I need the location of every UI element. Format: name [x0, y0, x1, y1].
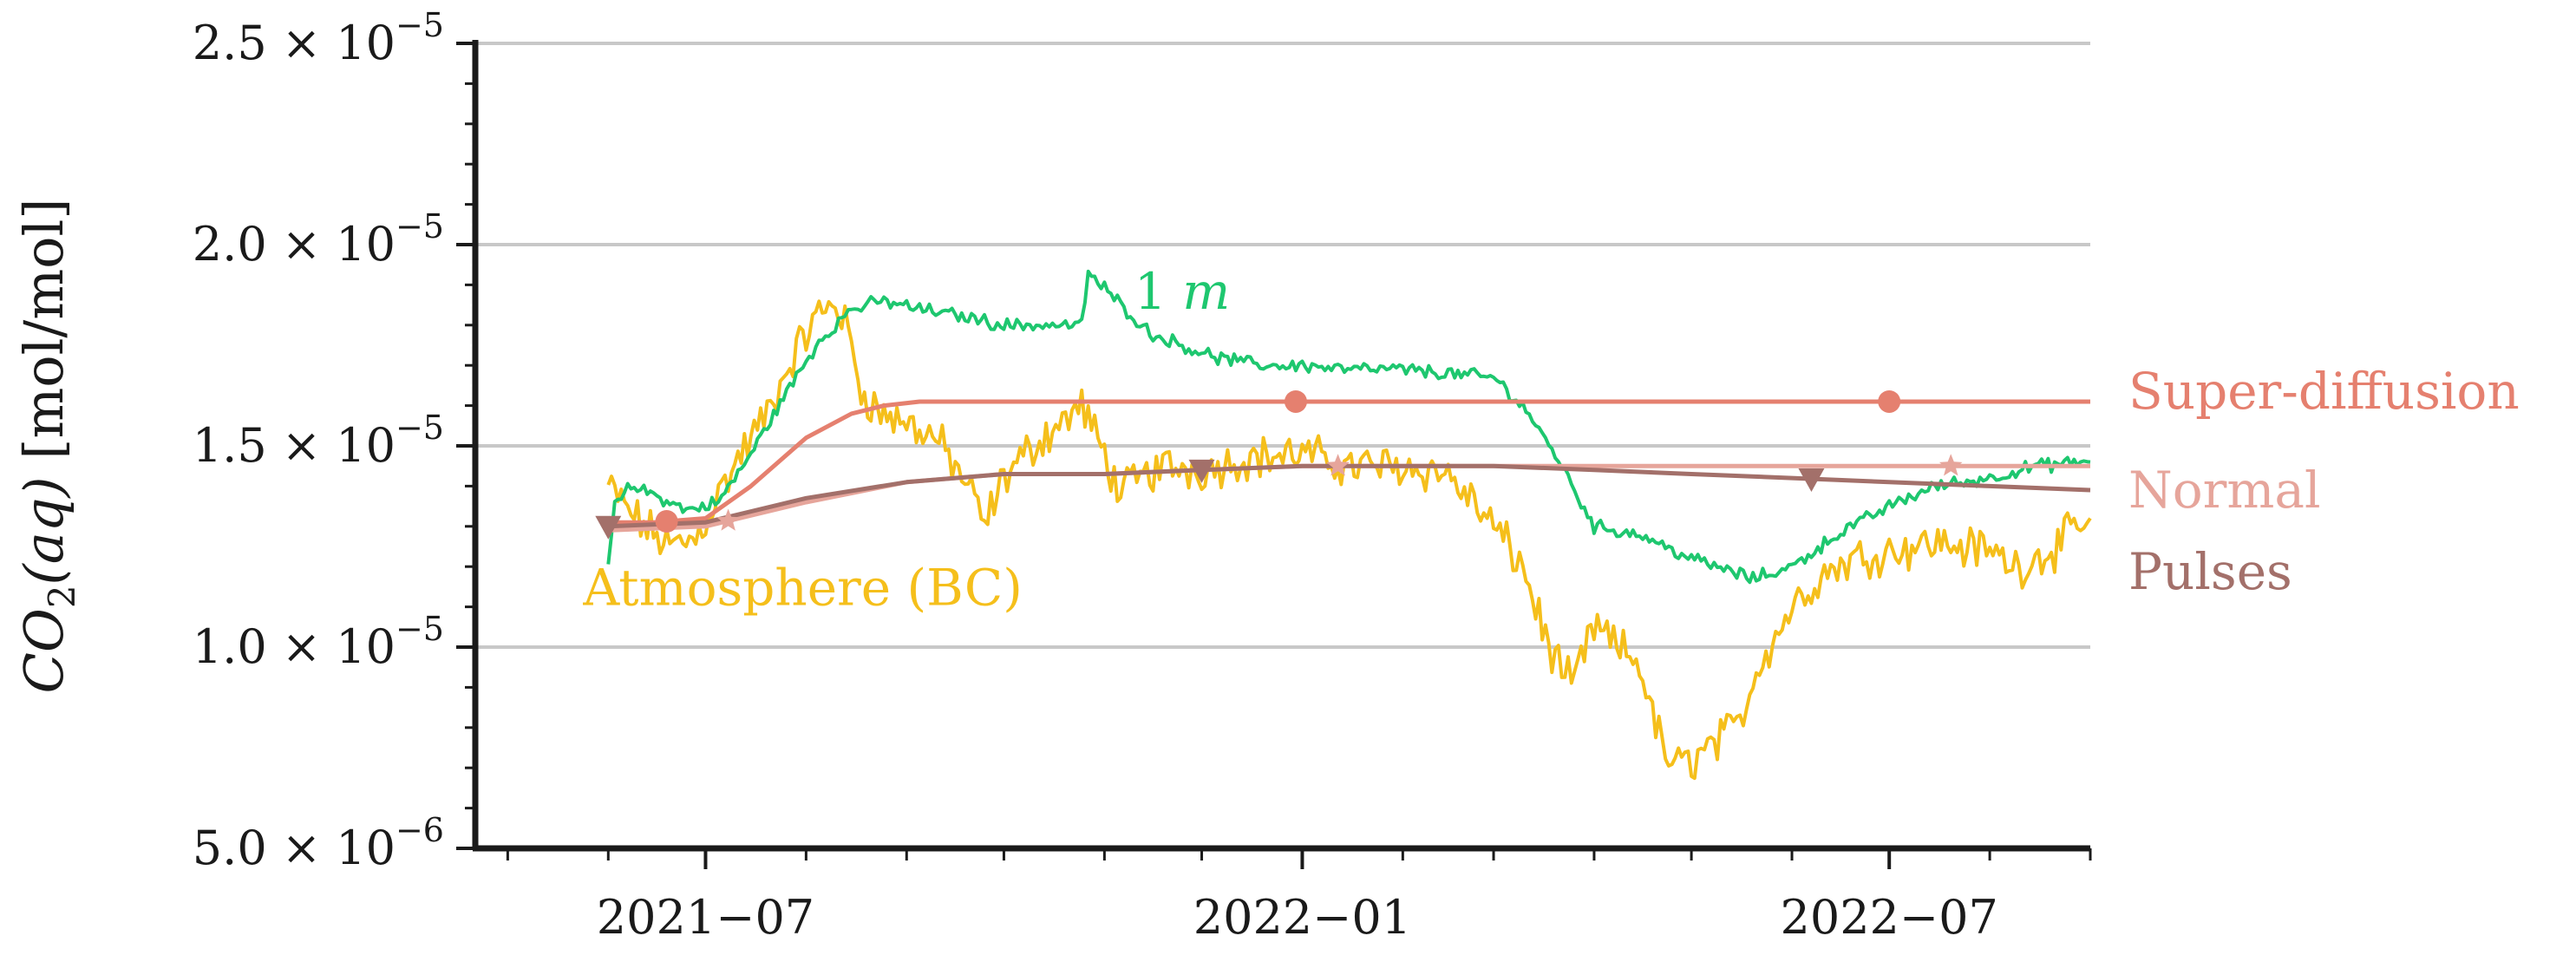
- labels: 5.0 × 10−6 1.0 × 10−5 1.5 × 10−5 2.0 × 10−5…: [12, 6, 2520, 945]
- x-tick-label: 2022−01: [1193, 890, 1411, 945]
- series-line-1-m: [606, 269, 2091, 585]
- x-tick-label: 2021−07: [597, 890, 814, 945]
- marker-normal: [1326, 454, 1350, 476]
- y-axis-title: CO2(aq) [mol/mol]: [12, 199, 83, 694]
- marker-pulses: [1798, 468, 1825, 493]
- y-tick-label: 1.5 × 10−5: [193, 409, 444, 473]
- marker-super-diffusion: [1284, 389, 1307, 413]
- series-line-pulses: [608, 463, 2091, 529]
- marker-pulses: [1188, 459, 1215, 483]
- series-line-atmosphere-bc: [606, 299, 2092, 781]
- series-markers: [595, 389, 1963, 540]
- marker-super-diffusion: [655, 510, 678, 533]
- y-tick-label: 1.0 × 10−5: [193, 610, 444, 674]
- y-tick-label: 2.5 × 10−5: [193, 6, 444, 70]
- series-line-normal: [608, 463, 2090, 533]
- legend-pulses: Pulses: [2128, 542, 2292, 601]
- annotation-1: 1 m: [1134, 262, 1230, 321]
- gridlines: [475, 42, 2090, 649]
- marker-normal: [716, 508, 740, 531]
- marker-normal: [1939, 454, 1963, 476]
- legend-super-diffusion: Super-diffusion: [2128, 362, 2520, 421]
- x-tick-label: 2022−07: [1780, 890, 1997, 945]
- marker-pulses: [595, 515, 622, 540]
- series-lines: [606, 269, 2092, 781]
- axes: [456, 40, 2092, 869]
- marker-super-diffusion: [1878, 389, 1901, 413]
- annotation-atmosphere-bc: Atmosphere (BC): [582, 558, 1022, 617]
- legend-normal: Normal: [2128, 461, 2321, 520]
- y-tick-label: 2.0 × 10−5: [193, 207, 444, 272]
- series-line-super-diffusion: [608, 399, 2090, 525]
- y-tick-label: 5.0 × 10−6: [193, 811, 444, 875]
